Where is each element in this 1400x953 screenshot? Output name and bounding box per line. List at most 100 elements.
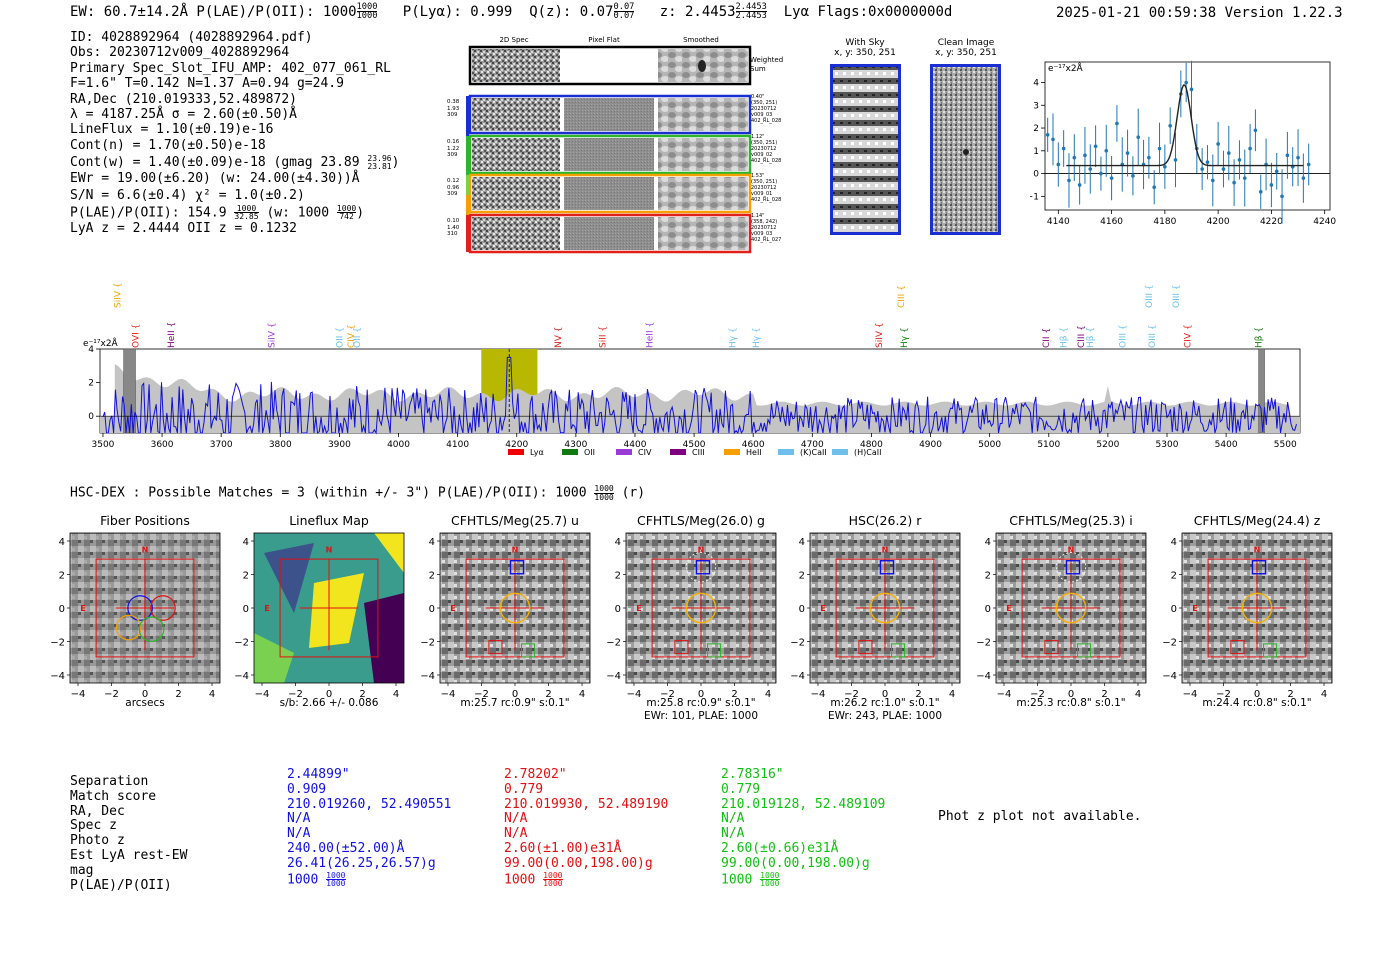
spectrum-ytick-label: 0 bbox=[88, 412, 94, 422]
spec2d-raw-cutout bbox=[472, 98, 560, 131]
zoom-data-point bbox=[1211, 178, 1215, 183]
spectrum-xtick-label: 3500 bbox=[92, 440, 115, 450]
spec2d-color-bar bbox=[466, 215, 469, 252]
info-line: S/N = 6.6(±0.4) χ² = 1.0(±0.2) bbox=[70, 188, 305, 204]
zoom-data-point bbox=[1274, 169, 1279, 174]
zoom-data-point bbox=[1067, 178, 1071, 183]
cutout-footer: m:25.8 rc:0.9" s:0.1" EWr: 101, PLAE: 100… bbox=[616, 697, 786, 722]
zoom-data-point bbox=[1242, 176, 1247, 180]
zoom-data-point bbox=[1152, 185, 1157, 190]
compass-east: E bbox=[264, 604, 269, 613]
clean-image-title: Clean Image x, y: 350, 251 bbox=[935, 38, 997, 58]
row-left-labels-2: 0.12 0.96 309 bbox=[447, 178, 460, 197]
cutout-ytick-label: −2 bbox=[606, 638, 621, 649]
spectrum-xtick-label: 3700 bbox=[210, 440, 233, 450]
spectrum-xtick-label: 4000 bbox=[387, 440, 410, 450]
compass-east: E bbox=[1006, 604, 1011, 613]
emission-line-label: SiII { bbox=[598, 326, 608, 348]
cutout-title: Lineflux Map bbox=[289, 513, 369, 528]
match-box-blue bbox=[1251, 560, 1267, 575]
cutout-footer-line: m:24.4 rc:0.8" s:0.1" bbox=[1202, 697, 1312, 709]
legend-label: CIV bbox=[638, 448, 652, 457]
cutout-image: N E 4 2 0 −2 −4 −4 −2 0 2 4 bbox=[790, 532, 961, 700]
emission-line-label: OII { bbox=[353, 327, 363, 348]
cutout-xtick-label: −4 bbox=[811, 689, 826, 700]
compass-north: N bbox=[1254, 546, 1261, 555]
aperture-circle bbox=[685, 592, 717, 624]
cutout-xtick-label: 2 bbox=[1101, 689, 1107, 700]
zoom-data-point bbox=[1232, 180, 1236, 185]
cutout-xtick-label: −4 bbox=[71, 689, 86, 700]
cutout-ytick-label: 2 bbox=[985, 571, 991, 582]
zoom-data-point bbox=[1173, 158, 1178, 162]
cutout-footer-line: s/b: 2.66 +/- 0.086 bbox=[279, 697, 379, 709]
spec2d-color-bar bbox=[466, 175, 469, 195]
zoom-data-point bbox=[1301, 176, 1306, 180]
spectrum-xtick-label: 3600 bbox=[151, 440, 174, 450]
cutout-ytick-label: 0 bbox=[429, 604, 435, 615]
cutout-image: N E 4 2 0 −2 −4 −4 −2 0 2 4 bbox=[50, 532, 221, 700]
zoom-data-point bbox=[1136, 135, 1141, 139]
spectrum-xtick-label: 5500 bbox=[1274, 440, 1297, 450]
aperture-circle bbox=[499, 592, 531, 624]
ellipse-aperture bbox=[1055, 552, 1087, 583]
zoom-data-point bbox=[1125, 151, 1130, 155]
legend-label: (H)CaII bbox=[854, 448, 881, 457]
cutout-xtick-label: 2 bbox=[731, 689, 737, 700]
row-label: mag bbox=[70, 862, 94, 878]
cutout-xtick-label: 4 bbox=[209, 689, 215, 700]
zoom-data-point bbox=[1296, 155, 1300, 160]
lineflux-region bbox=[364, 593, 404, 683]
zoom-ylabel: e⁻¹⁷x2Å bbox=[1048, 62, 1084, 74]
cutout-footer-line: EWr: 101, PLAE: 1000 bbox=[643, 709, 759, 722]
cutout-title: CFHTLS/Meg(25.3) i bbox=[1009, 513, 1133, 528]
row-left-labels-3: 0.10 1.40 310 bbox=[447, 218, 460, 237]
cutout-footer: m:25.7 rc:0.9" s:0.1" bbox=[430, 697, 600, 710]
aperture-circle bbox=[869, 592, 901, 624]
zoom-data-point bbox=[1200, 167, 1204, 171]
cutout-xtick-label: −2 bbox=[288, 689, 303, 700]
hsc-title: HSC-DEX : Possible Matches = 3 (within +… bbox=[70, 484, 646, 502]
lineflux-peak bbox=[309, 573, 364, 648]
spectrum-xtick-label: 5000 bbox=[978, 440, 1001, 450]
info-line: λ = 4187.25Å σ = 2.60(±0.50)Å bbox=[70, 107, 297, 123]
cutout-ytick-label: 0 bbox=[615, 604, 621, 615]
fiber-red bbox=[150, 595, 176, 621]
cutout-ytick-label: −2 bbox=[420, 638, 435, 649]
match-box-red bbox=[1230, 640, 1245, 655]
zoom-xtick-label: 4180 bbox=[1153, 217, 1176, 227]
cutout-xtick-label: −4 bbox=[441, 689, 456, 700]
legend-swatch bbox=[508, 449, 524, 455]
compass-east: E bbox=[1192, 604, 1197, 613]
ellipse-aperture bbox=[685, 552, 717, 583]
cutout-ytick-label: 4 bbox=[243, 537, 249, 548]
zoom-data-point bbox=[1163, 164, 1167, 169]
cutout-xtick-label: −2 bbox=[660, 689, 675, 700]
emission-line-label: OIII { bbox=[1148, 324, 1158, 348]
cutout-xtick-label: −4 bbox=[255, 689, 270, 700]
col-header-flat: Pixel Flat bbox=[588, 36, 620, 44]
zoom-data-point bbox=[1253, 128, 1258, 133]
cutout-ytick-label: −4 bbox=[790, 671, 805, 682]
cutout-ytick-label: 0 bbox=[1171, 604, 1177, 615]
match-box-green bbox=[1263, 643, 1278, 658]
match-box-red bbox=[858, 640, 873, 655]
cutout-xtick-label: −4 bbox=[1183, 689, 1198, 700]
zoom-data-point bbox=[1269, 183, 1274, 187]
cutout-xtick-label: 4 bbox=[1135, 689, 1141, 700]
row-label: Est LyA rest-EW bbox=[70, 847, 188, 863]
cutout-ytick-label: −2 bbox=[50, 638, 65, 649]
zoom-data-point bbox=[1099, 171, 1103, 176]
cutout-ytick-label: 2 bbox=[1171, 571, 1177, 582]
cutout-image: N E 4 2 0 −2 −4 −4 −2 0 2 4 bbox=[1162, 532, 1333, 700]
cutout-image: N E 4 2 0 −2 −4 −4 −2 0 2 4 bbox=[234, 532, 405, 700]
spec2d-smooth-cutout bbox=[658, 138, 748, 171]
zoom-xtick-label: 4200 bbox=[1207, 217, 1230, 227]
emission-line-label: HeII { bbox=[167, 322, 177, 348]
cutout-footer: m:24.4 rc:0.8" s:0.1" bbox=[1172, 697, 1342, 710]
spec2d-panel: 2D Spec Pixel Flat Smoothed Weighted Sum bbox=[466, 36, 783, 254]
match-row-labels: Separation Match score RA, Dec Spec z Ph… bbox=[70, 774, 188, 893]
cutout-xtick-label: 2 bbox=[545, 689, 551, 700]
info-line: LyA z = 2.4444 OII z = 0.1232 bbox=[70, 220, 297, 236]
fiber-green bbox=[138, 616, 165, 643]
